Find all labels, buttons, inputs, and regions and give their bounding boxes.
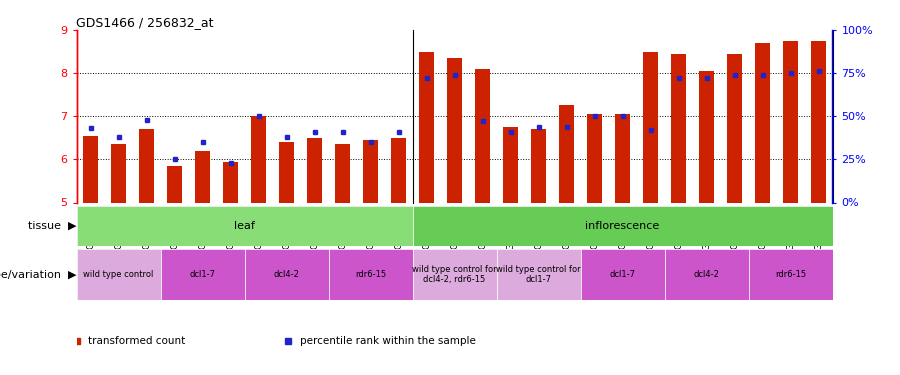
Bar — [194, 151, 211, 202]
Bar — [580, 249, 664, 300]
Bar — [391, 138, 406, 202]
Bar — [111, 144, 126, 202]
Bar — [497, 249, 580, 300]
Bar — [76, 206, 412, 246]
Bar — [76, 249, 160, 300]
Text: leaf: leaf — [234, 221, 255, 231]
Bar — [749, 249, 832, 300]
Bar — [446, 58, 463, 202]
Bar — [139, 129, 154, 203]
Bar — [166, 166, 182, 202]
Bar — [587, 114, 602, 202]
Bar — [698, 71, 715, 202]
Text: tissue  ▶: tissue ▶ — [28, 221, 76, 231]
Bar — [559, 105, 574, 202]
Bar — [755, 43, 770, 203]
Bar — [83, 136, 98, 202]
Text: dcl1-7: dcl1-7 — [190, 270, 215, 279]
Bar — [335, 144, 350, 202]
Bar — [245, 249, 328, 300]
Bar — [475, 69, 491, 203]
Text: wild type control for
dcl4-2, rdr6-15: wild type control for dcl4-2, rdr6-15 — [412, 265, 497, 284]
Text: genotype/variation  ▶: genotype/variation ▶ — [0, 270, 76, 280]
Text: dcl4-2: dcl4-2 — [694, 270, 719, 279]
Bar — [328, 249, 412, 300]
Bar — [223, 162, 238, 202]
Bar — [643, 52, 658, 202]
Text: dcl1-7: dcl1-7 — [609, 270, 635, 279]
Text: rdr6-15: rdr6-15 — [355, 270, 386, 279]
Bar — [664, 249, 749, 300]
Bar — [412, 249, 497, 300]
Text: rdr6-15: rdr6-15 — [775, 270, 806, 279]
Bar — [503, 127, 518, 202]
Bar — [412, 206, 832, 246]
Bar — [279, 142, 294, 202]
Bar — [363, 140, 378, 202]
Text: percentile rank within the sample: percentile rank within the sample — [300, 336, 475, 346]
Bar — [251, 116, 266, 202]
Bar — [615, 114, 630, 202]
Text: dcl4-2: dcl4-2 — [274, 270, 300, 279]
Text: GDS1466 / 256832_at: GDS1466 / 256832_at — [76, 16, 214, 29]
Bar — [670, 54, 686, 202]
Text: transformed count: transformed count — [88, 336, 185, 346]
Bar — [160, 249, 245, 300]
Bar — [727, 54, 742, 202]
Text: wild type control: wild type control — [84, 270, 154, 279]
Bar — [531, 129, 546, 203]
Text: inflorescence: inflorescence — [585, 221, 660, 231]
Bar — [418, 52, 434, 202]
Bar — [783, 41, 798, 203]
Bar — [307, 138, 322, 202]
Text: wild type control for
dcl1-7: wild type control for dcl1-7 — [496, 265, 580, 284]
Bar — [811, 41, 826, 203]
